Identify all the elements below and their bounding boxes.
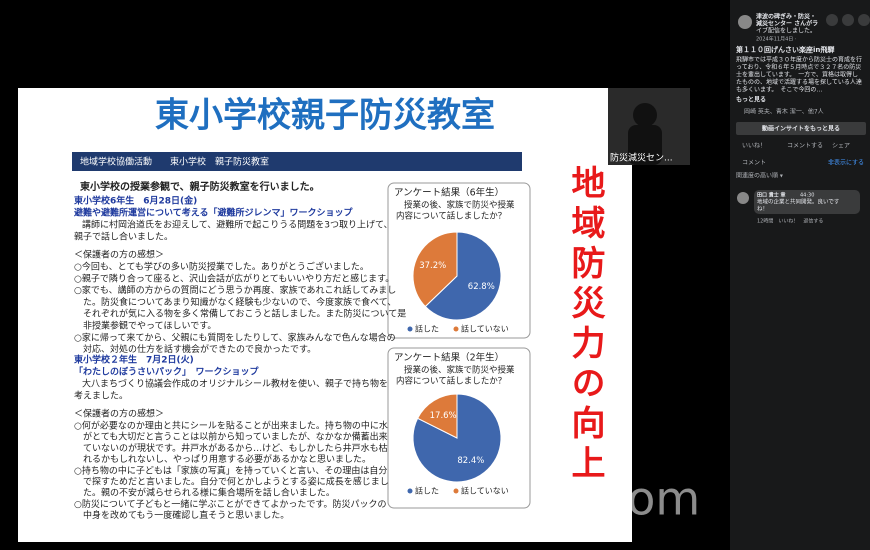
participant-figure bbox=[633, 103, 657, 127]
post-line: たものの、地域で活躍する場を探している人達 bbox=[736, 78, 862, 86]
sort[interactable]: 関連度の高い順 ▾ bbox=[736, 172, 783, 180]
impression-line: ○家に帰って来てから、父親にも質問をしたりして、家族みんなで色んな場合の bbox=[74, 331, 396, 343]
icon-button[interactable] bbox=[842, 14, 854, 26]
comments-label: コメント bbox=[742, 160, 766, 167]
impression-line: ○防災について子どもと一緒に学ぶことができてよかったです。防災パックの bbox=[74, 498, 387, 510]
page-name: 減災センター さんがラ bbox=[756, 20, 818, 28]
insights-label[interactable]: 動画インサイトをもっと見る bbox=[762, 125, 840, 133]
page-name: イブ配信をしました。 bbox=[756, 27, 816, 35]
slice-label: 17.6% bbox=[430, 411, 457, 421]
chart-subtitle: 授業の後、家族で防災や授業 bbox=[404, 200, 515, 211]
slide-title: 東小学校親子防災教室 bbox=[155, 96, 495, 136]
hide-link[interactable]: 非表示にする bbox=[828, 159, 864, 167]
slice-label: 82.4% bbox=[457, 456, 484, 466]
impression-line: 中身を改めてもう一度確認し直そうと思いました。 bbox=[74, 509, 289, 521]
comment-meta: 12時間 いいね！ 返信する bbox=[757, 218, 823, 225]
comment-line: 地域の企業と共同開発。良いです bbox=[757, 198, 840, 206]
chart-subtitle: 内容について話しましたか？ bbox=[396, 211, 506, 222]
chart-subtitle: 内容について話しましたか？ bbox=[396, 376, 506, 387]
chart-title: アンケート結果（2年生） bbox=[394, 352, 504, 364]
avatar bbox=[738, 15, 752, 29]
impression-line: ○何が必要なのか理由と共にシールを貼ることが出来ました。持ち物の中に水 bbox=[74, 420, 388, 432]
icon-button[interactable] bbox=[858, 14, 870, 26]
participant-name: 防災減災セン... bbox=[610, 152, 673, 164]
facebook-panel: 津波の碑ぎみ・防災・減災センター さんがライブ配信をしました。2024年11月4… bbox=[730, 0, 870, 550]
page-name: 津波の碑ぎみ・防災・ bbox=[756, 13, 816, 21]
post-line: 士を輩出しています。 一方で、資格は取得し bbox=[736, 71, 858, 79]
avatar bbox=[737, 192, 749, 204]
impression-line: で探すためだと言いました。自分で何とかしようとする姿に成長を感じまし bbox=[74, 476, 389, 488]
impression-line: がとても大切だと言うことは以前から知っていましたが、なかなか備蓄出来 bbox=[74, 431, 388, 443]
legend-label: 話した bbox=[415, 486, 439, 496]
zoom-logo: zoom bbox=[575, 472, 700, 526]
legend-swatch bbox=[454, 327, 459, 332]
chart-subtitle: 授業の後、家族で防災や授業 bbox=[404, 365, 515, 376]
post-title: 第１１０回げんさい楽座in飛騨 bbox=[736, 45, 834, 54]
lead: 東小学校の授業参観で、親子防災教室を行いました。 bbox=[80, 180, 320, 193]
post-line: 飛騨市では平成３０年度から防災士の育成を行 bbox=[736, 56, 862, 64]
body-line: 考えました。 bbox=[74, 391, 128, 402]
impression-line: 非授業参観でやってほしいです。 bbox=[74, 320, 216, 332]
impression-line: れるかもしれないし、やっぱり用意する必要があるかなと思いました。 bbox=[74, 453, 371, 465]
section-heading: 東小学校２年生 7月2日(火) bbox=[74, 354, 194, 366]
legend-label: 話していない bbox=[461, 324, 509, 334]
page: 東小学校親子防災教室 地域学校協働活動 東小学校 親子防災教室 東小学校の授業参… bbox=[0, 0, 870, 550]
impression-line: ○今回も、とても学びの多い防災授業でした。ありがとうございました。 bbox=[74, 261, 369, 273]
screen: 東小学校親子防災教室 地域学校協働活動 東小学校 親子防災教室 東小学校の授業参… bbox=[0, 0, 870, 550]
legend-label: 話していない bbox=[461, 486, 509, 496]
legend-swatch bbox=[454, 489, 459, 494]
section-subheading: 「わたしのぼうさいパック」 ワークショップ bbox=[74, 366, 260, 378]
reactions: 岡崎 英夫、青木 潔一、他7人 bbox=[744, 108, 824, 116]
body-line: 大八まちづくり協議会作成のオリジナルシール教材を使い、親子で持ち物を bbox=[82, 378, 388, 390]
post-line: っており、令和６年５月時点で３２７名の防災 bbox=[736, 63, 861, 71]
action[interactable]: いいね！ bbox=[742, 143, 766, 150]
body-line: 親子で話し合いました。 bbox=[74, 231, 173, 243]
slice-label: 37.2% bbox=[419, 261, 446, 271]
slice-label: 62.8% bbox=[468, 282, 495, 292]
legend-swatch bbox=[408, 327, 413, 332]
impression-line: た。防災食についてあまり知識がなく経験も少ないので、今度家族で食べて、 bbox=[74, 296, 396, 308]
icon-button[interactable] bbox=[826, 14, 838, 26]
action[interactable]: シェア bbox=[832, 143, 850, 150]
post-date: 2024年11月4日 · bbox=[756, 36, 797, 43]
impression-line: それぞれが気に入る物を多く常備しておこうと話しました。また防災について是 bbox=[74, 308, 406, 320]
chart-title: アンケート結果（6年生） bbox=[394, 187, 504, 199]
section-subheading: 避難や避難所運営について考える「避難所ジレンマ」ワークショップ bbox=[74, 207, 353, 219]
banner-text: 地域学校協働活動 東小学校 親子防災教室 bbox=[80, 156, 269, 168]
impression-line: ○家でも、講師の方からの質問にどう思うか再度、家族であれこれ話してみまし bbox=[74, 284, 396, 296]
action[interactable]: コメントする bbox=[787, 143, 823, 150]
impression-line: 対応、対処の仕方を話す機会ができたので良かったです。 bbox=[74, 343, 316, 355]
legend-swatch bbox=[408, 489, 413, 494]
section-heading: 東小学校6年生 6月28日(金) bbox=[74, 195, 197, 207]
impression-line: ○持ち物の中に子どもは「家族の写真」を持っていくと言い、その理由は自分 bbox=[74, 464, 387, 476]
side-caption: 地域防災力の向上 bbox=[565, 165, 605, 485]
impression-line: ○親子で隣り合って座ると、沢山会話が広がりとてもいいやり方だと感じます。 bbox=[74, 272, 394, 284]
comment-author: 田口 貴士 章 bbox=[757, 192, 785, 199]
legend-label: 話した bbox=[415, 324, 439, 334]
see-more[interactable]: もっと見る bbox=[736, 96, 766, 104]
comment-line: ね！ bbox=[757, 206, 768, 213]
body-line: 講師に村岡治道氏をお迎えして、避難所で起こりうる問題を3つ取り上げて、 bbox=[82, 219, 393, 231]
comment-time: 44:30 bbox=[800, 193, 814, 199]
impression-line: ていないのが現状です。井戸水があるから…けど、もしかしたら井戸水も枯 bbox=[74, 442, 388, 454]
impressions-title: ＜保護者の方の感想＞ bbox=[74, 249, 164, 261]
impressions-title: ＜保護者の方の感想＞ bbox=[74, 408, 164, 420]
impression-line: た。親の不安が減らせられる様に集合場所を話し合いました。 bbox=[74, 487, 335, 499]
post-line: も多くいます。 そこで今回の… bbox=[736, 86, 822, 94]
